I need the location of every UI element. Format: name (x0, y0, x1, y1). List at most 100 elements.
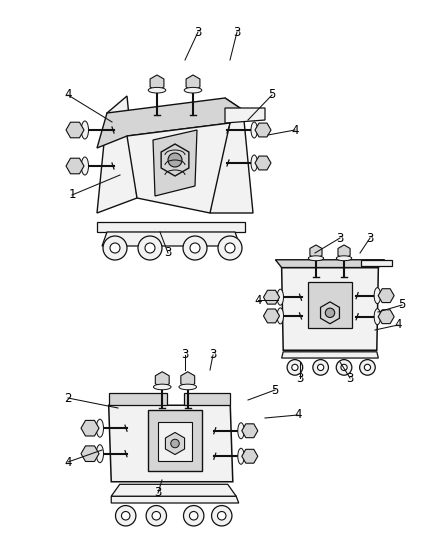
Ellipse shape (336, 256, 352, 261)
Polygon shape (210, 98, 253, 213)
Polygon shape (150, 75, 164, 91)
Ellipse shape (277, 308, 283, 324)
Circle shape (364, 364, 371, 370)
Text: 3: 3 (194, 26, 201, 38)
Text: 4: 4 (394, 319, 402, 332)
Circle shape (325, 308, 335, 318)
Circle shape (146, 505, 166, 526)
Circle shape (103, 236, 127, 260)
Circle shape (171, 439, 179, 448)
Polygon shape (378, 310, 394, 324)
Ellipse shape (81, 157, 88, 175)
Text: 3: 3 (209, 349, 217, 361)
Circle shape (341, 364, 347, 370)
Polygon shape (81, 421, 99, 436)
Circle shape (292, 364, 298, 370)
Polygon shape (111, 496, 239, 503)
Text: 3: 3 (164, 246, 172, 260)
Ellipse shape (179, 384, 197, 390)
Ellipse shape (238, 423, 244, 439)
Ellipse shape (81, 121, 88, 139)
Text: 4: 4 (254, 294, 262, 306)
Circle shape (225, 243, 235, 253)
Ellipse shape (184, 87, 202, 93)
Text: 4: 4 (64, 88, 72, 101)
Text: 3: 3 (181, 349, 189, 361)
Circle shape (145, 243, 155, 253)
Circle shape (218, 236, 242, 260)
Circle shape (116, 505, 136, 526)
Ellipse shape (277, 289, 283, 305)
Polygon shape (161, 144, 189, 176)
Text: 1: 1 (68, 189, 76, 201)
Text: 5: 5 (398, 298, 406, 311)
Polygon shape (111, 484, 236, 496)
Polygon shape (127, 123, 230, 213)
Text: 4: 4 (291, 124, 299, 136)
Circle shape (313, 360, 328, 375)
Circle shape (168, 153, 182, 167)
Circle shape (110, 243, 120, 253)
Bar (158, 422, 192, 461)
Polygon shape (109, 405, 233, 482)
Polygon shape (166, 432, 184, 455)
Ellipse shape (148, 87, 166, 93)
Circle shape (336, 360, 352, 375)
Bar (308, 281, 352, 328)
Text: 3: 3 (154, 487, 162, 499)
Polygon shape (97, 98, 243, 148)
Polygon shape (181, 372, 194, 387)
Ellipse shape (251, 122, 258, 138)
Text: 2: 2 (64, 392, 72, 405)
Text: 5: 5 (271, 384, 279, 397)
Ellipse shape (238, 448, 244, 464)
Polygon shape (155, 372, 169, 387)
Polygon shape (264, 309, 279, 323)
Polygon shape (264, 290, 279, 304)
Circle shape (138, 236, 162, 260)
Text: 3: 3 (297, 372, 304, 384)
Polygon shape (184, 392, 230, 405)
Polygon shape (255, 123, 271, 137)
Polygon shape (102, 232, 240, 246)
Polygon shape (109, 392, 166, 405)
Text: 5: 5 (268, 88, 276, 101)
Polygon shape (242, 424, 258, 438)
Circle shape (190, 512, 198, 520)
Polygon shape (276, 260, 385, 268)
Bar (148, 409, 202, 471)
Circle shape (287, 360, 303, 375)
Ellipse shape (374, 288, 381, 304)
Text: 4: 4 (294, 408, 302, 422)
Polygon shape (310, 245, 322, 259)
Polygon shape (225, 108, 265, 123)
Polygon shape (321, 302, 339, 324)
Ellipse shape (96, 419, 103, 437)
Polygon shape (378, 289, 394, 303)
Circle shape (152, 512, 161, 520)
Ellipse shape (308, 256, 324, 261)
Text: 3: 3 (233, 26, 241, 38)
Polygon shape (282, 268, 378, 350)
Polygon shape (97, 96, 137, 213)
Polygon shape (338, 245, 350, 259)
Ellipse shape (96, 445, 103, 463)
Ellipse shape (153, 384, 171, 390)
Ellipse shape (251, 155, 258, 171)
Text: 4: 4 (64, 456, 72, 469)
Circle shape (318, 364, 324, 370)
Polygon shape (361, 260, 392, 266)
Polygon shape (66, 158, 84, 174)
Polygon shape (81, 446, 99, 462)
Ellipse shape (374, 309, 381, 325)
Polygon shape (282, 352, 378, 358)
Circle shape (183, 236, 207, 260)
Text: 3: 3 (346, 372, 354, 384)
Polygon shape (186, 75, 200, 91)
Circle shape (360, 360, 375, 375)
Circle shape (184, 505, 204, 526)
Polygon shape (255, 156, 271, 170)
Circle shape (121, 512, 130, 520)
Circle shape (218, 512, 226, 520)
Text: 3: 3 (366, 231, 374, 245)
